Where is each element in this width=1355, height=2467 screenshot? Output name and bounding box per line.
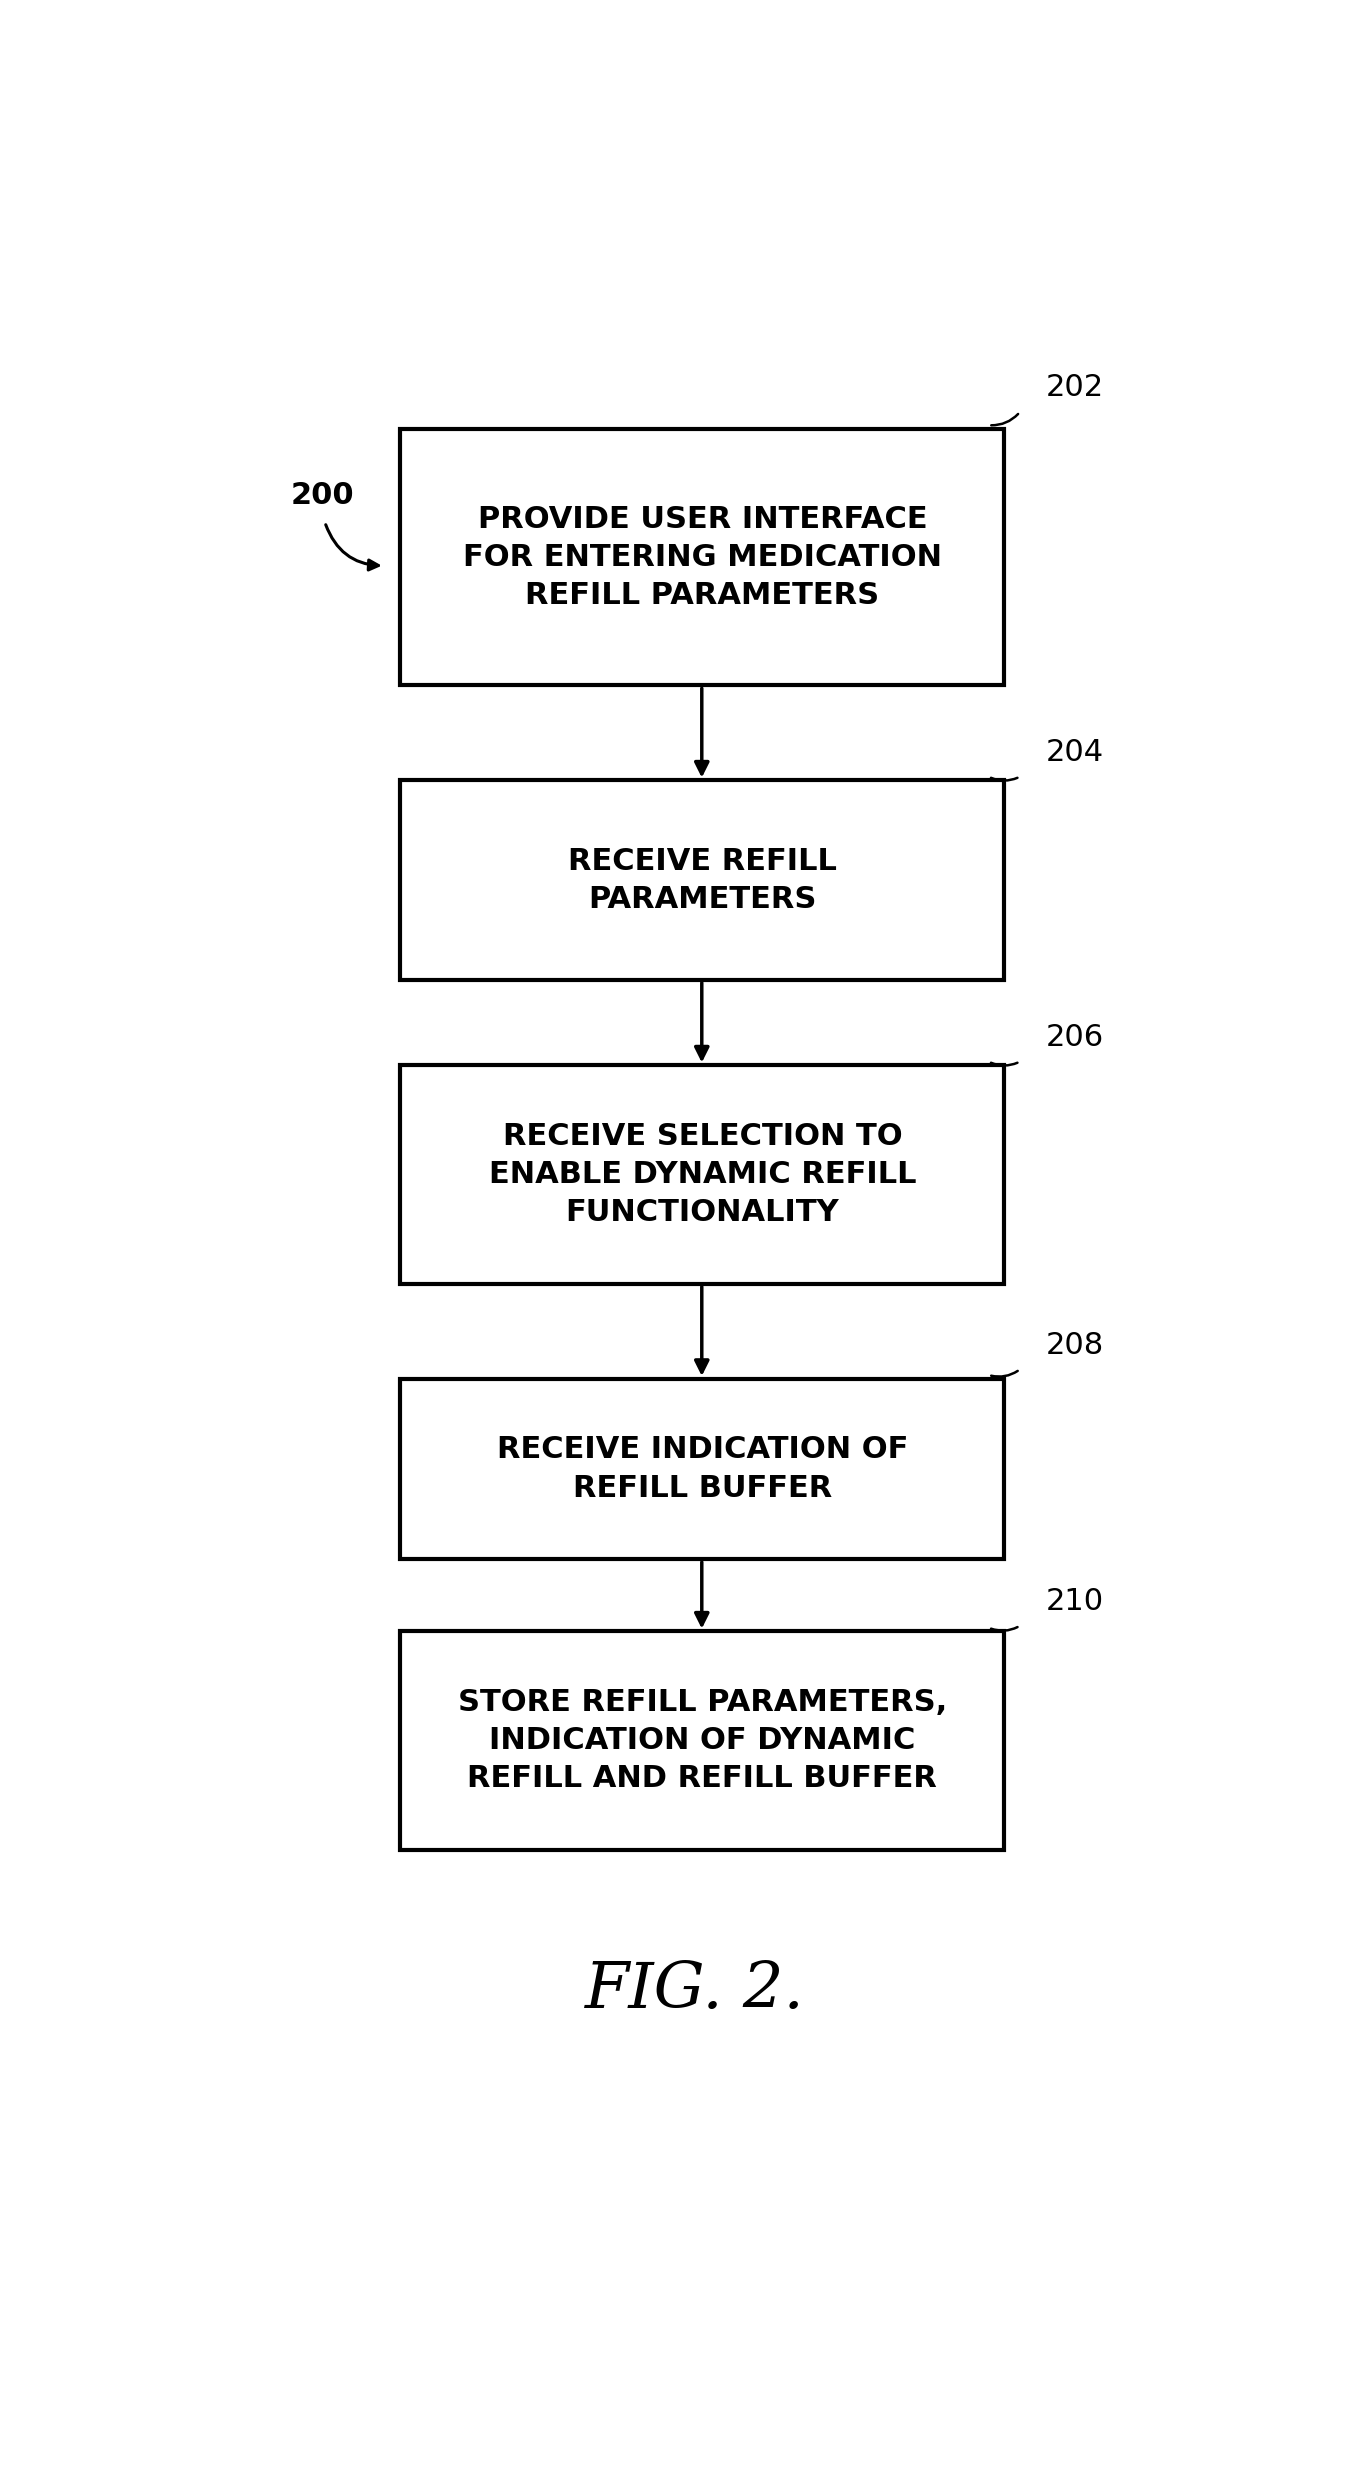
Text: 208: 208 (1046, 1330, 1104, 1359)
FancyBboxPatch shape (401, 1631, 1004, 1850)
Text: 202: 202 (1046, 373, 1104, 402)
FancyBboxPatch shape (401, 780, 1004, 979)
Text: 204: 204 (1046, 738, 1104, 767)
Text: 210: 210 (1046, 1586, 1104, 1616)
Text: STORE REFILL PARAMETERS,
INDICATION OF DYNAMIC
REFILL AND REFILL BUFFER: STORE REFILL PARAMETERS, INDICATION OF D… (458, 1687, 947, 1794)
Text: 200: 200 (290, 481, 354, 511)
FancyBboxPatch shape (401, 1066, 1004, 1283)
Text: PROVIDE USER INTERFACE
FOR ENTERING MEDICATION
REFILL PARAMETERS: PROVIDE USER INTERFACE FOR ENTERING MEDI… (463, 506, 942, 609)
Text: 206: 206 (1046, 1024, 1104, 1051)
Text: RECEIVE REFILL
PARAMETERS: RECEIVE REFILL PARAMETERS (568, 846, 837, 913)
Text: RECEIVE INDICATION OF
REFILL BUFFER: RECEIVE INDICATION OF REFILL BUFFER (497, 1436, 908, 1502)
Text: RECEIVE SELECTION TO
ENABLE DYNAMIC REFILL
FUNCTIONALITY: RECEIVE SELECTION TO ENABLE DYNAMIC REFI… (489, 1122, 916, 1226)
FancyBboxPatch shape (401, 429, 1004, 686)
FancyBboxPatch shape (401, 1379, 1004, 1559)
Text: FIG. 2.: FIG. 2. (584, 1959, 805, 2020)
